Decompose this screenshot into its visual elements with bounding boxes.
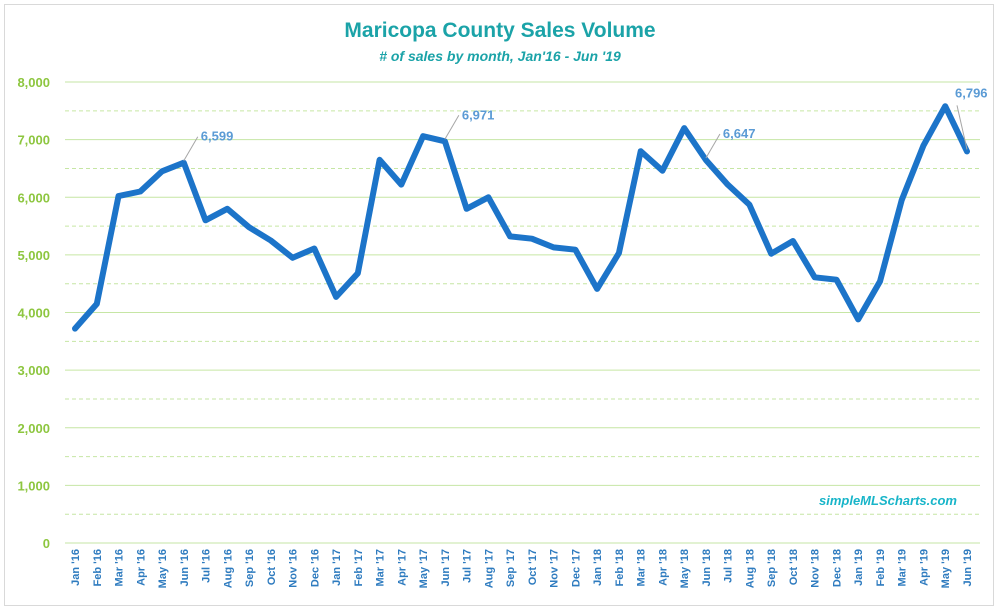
x-tick-label: Jul '16 bbox=[201, 549, 213, 583]
y-tick-label: 1,000 bbox=[17, 478, 50, 493]
y-tick-label: 3,000 bbox=[17, 363, 50, 378]
data-label: 6,647 bbox=[723, 126, 756, 141]
x-tick-label: Feb '16 bbox=[92, 549, 104, 586]
x-tick-label: Jun '19 bbox=[962, 549, 974, 586]
data-labels: 6,599 6,971 6,647 6,796 bbox=[183, 85, 988, 161]
label-leader-line bbox=[444, 115, 460, 140]
x-tick-label: Nov '18 bbox=[810, 549, 822, 588]
x-tick-label: Aug '16 bbox=[222, 549, 234, 588]
x-tick-label: Jun '18 bbox=[701, 549, 713, 586]
x-tick-label: Dec '17 bbox=[570, 549, 582, 587]
label-leader-line bbox=[705, 133, 721, 159]
x-tick-label: May '19 bbox=[940, 549, 952, 588]
series-line bbox=[72, 103, 970, 332]
x-tick-label: Oct '16 bbox=[266, 549, 278, 585]
chart-frame bbox=[4, 4, 994, 606]
x-tick-label: Jan '18 bbox=[592, 549, 604, 586]
x-tick-label: Mar '18 bbox=[636, 549, 648, 586]
watermark: simpleMLScharts.com bbox=[819, 493, 957, 508]
x-tick-label: Jul '18 bbox=[723, 549, 735, 583]
data-label: 6,796 bbox=[955, 85, 988, 100]
x-axis: Jan '16 Feb '16 Mar '16 Apr '16 May '16 Jun '… bbox=[70, 549, 974, 588]
x-tick-label: Nov '16 bbox=[288, 549, 300, 588]
x-tick-label: Jan '19 bbox=[853, 549, 865, 586]
x-tick-label: Sep '16 bbox=[244, 549, 256, 587]
x-tick-label: May '17 bbox=[418, 549, 430, 588]
x-tick-label: Feb '17 bbox=[353, 549, 365, 586]
y-tick-label: 7,000 bbox=[17, 133, 50, 148]
x-tick-label: Mar '16 bbox=[114, 549, 126, 586]
x-tick-label: Jun '16 bbox=[179, 549, 191, 586]
x-tick-label: Apr '16 bbox=[135, 549, 147, 586]
data-label: 6,599 bbox=[201, 129, 234, 144]
x-tick-label: Jan '17 bbox=[331, 549, 343, 586]
x-tick-label: Oct '17 bbox=[527, 549, 539, 585]
gridlines bbox=[65, 81, 980, 544]
x-tick-label: Apr '18 bbox=[657, 549, 669, 586]
y-tick-label: 2,000 bbox=[17, 421, 50, 436]
label-leader-line bbox=[183, 136, 199, 161]
x-tick-label: Aug '17 bbox=[483, 549, 495, 588]
y-tick-label: 5,000 bbox=[17, 248, 50, 263]
data-label: 6,971 bbox=[462, 107, 495, 122]
series-group bbox=[72, 103, 970, 332]
x-tick-label: Jun '17 bbox=[440, 549, 452, 586]
x-tick-label: Oct '18 bbox=[788, 549, 800, 585]
x-tick-label: Dec '16 bbox=[309, 549, 321, 587]
x-tick-label: Sep '17 bbox=[505, 549, 517, 587]
x-tick-label: May '18 bbox=[679, 549, 691, 588]
x-tick-label: Feb '19 bbox=[875, 549, 887, 586]
y-axis: 0 1,000 2,000 3,000 4,000 5,000 6,000 7,000 8,00… bbox=[17, 75, 50, 551]
y-tick-label: 6,000 bbox=[17, 190, 50, 205]
x-tick-label: Jul '17 bbox=[462, 549, 474, 583]
x-tick-label: Aug '18 bbox=[744, 549, 756, 588]
x-tick-label: Apr '19 bbox=[918, 549, 930, 586]
x-tick-label: Mar '19 bbox=[897, 549, 909, 586]
chart-title: Maricopa County Sales Volume bbox=[344, 19, 655, 42]
x-tick-label: Nov '17 bbox=[549, 549, 561, 588]
label-leader-line bbox=[956, 105, 968, 150]
x-tick-label: Sep '18 bbox=[766, 549, 778, 587]
x-tick-label: Apr '17 bbox=[396, 549, 408, 586]
x-tick-label: Feb '18 bbox=[614, 549, 626, 586]
x-tick-label: May '16 bbox=[157, 549, 169, 588]
y-tick-label: 8,000 bbox=[17, 75, 50, 90]
y-tick-label: 4,000 bbox=[17, 306, 50, 321]
y-tick-label: 0 bbox=[43, 536, 50, 551]
x-tick-label: Mar '17 bbox=[375, 549, 387, 586]
chart-subtitle: # of sales by month, Jan'16 - Jun '19 bbox=[379, 48, 621, 64]
x-tick-label: Dec '18 bbox=[831, 549, 843, 587]
x-tick-label: Jan '16 bbox=[70, 549, 82, 586]
